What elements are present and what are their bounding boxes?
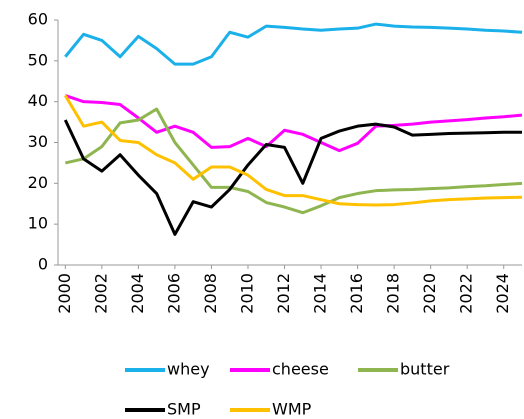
x-tick-label: 2014 bbox=[311, 273, 330, 314]
legend-label: butter bbox=[400, 360, 450, 379]
y-tick-label: 30 bbox=[28, 132, 48, 151]
legend-label: whey bbox=[167, 360, 210, 379]
legend-label: WMP bbox=[272, 400, 312, 419]
y-tick-label: 40 bbox=[28, 91, 48, 110]
x-tick-label: 2010 bbox=[237, 273, 256, 314]
x-tick-label: 2002 bbox=[91, 273, 110, 314]
series-line bbox=[64, 107, 523, 215]
y-tick-label: 10 bbox=[28, 214, 48, 233]
y-tick-label: 60 bbox=[28, 10, 48, 29]
y-tick-label: 50 bbox=[28, 50, 48, 69]
x-tick-label: 2022 bbox=[457, 273, 476, 314]
x-tick-label: 2020 bbox=[420, 273, 439, 314]
legend-label: SMP bbox=[167, 400, 201, 419]
x-tick-label: 2008 bbox=[201, 273, 220, 314]
series-line bbox=[64, 94, 523, 207]
x-tick-label: 2024 bbox=[493, 273, 512, 314]
y-tick-label: 20 bbox=[28, 173, 48, 192]
legend-label: cheese bbox=[272, 360, 329, 379]
x-tick-label: 2018 bbox=[384, 273, 403, 314]
x-tick-label: 2000 bbox=[55, 273, 74, 314]
x-tick-label: 2004 bbox=[128, 273, 147, 314]
x-tick-label: 2016 bbox=[347, 273, 366, 314]
series-line bbox=[64, 22, 523, 66]
x-tick-label: 2006 bbox=[164, 273, 183, 314]
series-line bbox=[63, 119, 522, 236]
y-tick-label: 0 bbox=[38, 255, 48, 274]
series-line bbox=[64, 94, 523, 153]
x-tick-label: 2012 bbox=[274, 273, 293, 314]
